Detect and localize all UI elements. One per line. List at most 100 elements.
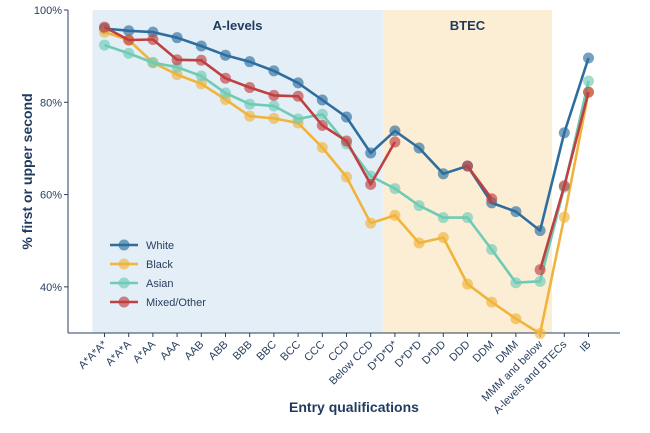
data-point-asian xyxy=(244,98,256,110)
data-point-mixed-other xyxy=(292,90,304,102)
series-mixed-other xyxy=(99,21,594,276)
data-point-white xyxy=(534,225,546,237)
legend-label-black: Black xyxy=(146,259,173,271)
x-tick-label: AAB xyxy=(182,339,206,363)
data-point-asian xyxy=(147,57,159,69)
data-point-white xyxy=(220,49,231,61)
data-point-asian xyxy=(413,200,425,212)
data-point-asian xyxy=(220,87,231,99)
x-tick-label: D*D*D xyxy=(393,339,424,370)
x-tick-label: ABB xyxy=(207,339,231,363)
data-point-mixed-other xyxy=(389,136,401,148)
data-point-mixed-other xyxy=(147,34,159,46)
data-point-black xyxy=(486,296,498,308)
legend-marker-asian xyxy=(118,277,130,289)
data-point-white xyxy=(389,125,401,137)
legend-marker-white xyxy=(118,239,130,251)
y-tick-label: 60% xyxy=(40,190,62,202)
data-point-asian xyxy=(462,212,473,224)
x-tick-label: D*DD xyxy=(420,339,448,367)
data-point-mixed-other xyxy=(99,21,110,33)
data-point-white xyxy=(583,52,594,64)
data-point-mixed-other xyxy=(558,180,570,192)
data-point-mixed-other xyxy=(341,135,352,147)
data-point-black xyxy=(244,110,256,122)
data-point-asian xyxy=(316,108,328,120)
data-point-black xyxy=(365,217,377,229)
legend-label-asian: Asian xyxy=(146,278,174,290)
data-point-mixed-other xyxy=(534,264,546,276)
data-point-white xyxy=(341,111,352,123)
data-point-white xyxy=(316,94,328,106)
y-tick-label: 100% xyxy=(34,5,62,17)
data-point-black xyxy=(534,327,546,339)
data-point-mixed-other xyxy=(244,82,256,94)
data-point-asian xyxy=(486,243,498,255)
data-point-mixed-other xyxy=(462,160,473,172)
data-point-mixed-other xyxy=(583,86,594,98)
data-point-white xyxy=(244,56,256,68)
data-point-mixed-other xyxy=(220,72,231,84)
data-point-asian xyxy=(534,275,546,287)
series-line-mixed-other xyxy=(466,165,493,200)
region-a-levels-band xyxy=(92,10,383,333)
data-point-black xyxy=(195,78,207,90)
y-tick-label: 40% xyxy=(40,282,62,294)
legend-label-mixed-other: Mixed/Other xyxy=(146,297,206,309)
x-tick-label: A*A*A* xyxy=(76,338,110,372)
data-point-white xyxy=(413,142,425,154)
data-point-white xyxy=(365,147,377,159)
x-tick-label: CCC xyxy=(302,339,327,364)
data-point-black xyxy=(268,112,280,124)
data-point-black xyxy=(558,211,570,223)
legend-label-white: White xyxy=(146,240,174,252)
data-point-asian xyxy=(389,183,401,195)
data-point-white xyxy=(123,25,135,37)
x-tick-label: A*AA xyxy=(131,338,159,366)
data-point-asian xyxy=(292,113,304,125)
data-point-black xyxy=(413,237,425,249)
x-tick-label: DDM xyxy=(471,339,497,365)
data-point-white xyxy=(195,40,207,52)
data-point-white xyxy=(437,168,449,180)
x-tick-label: BBC xyxy=(255,339,280,364)
data-point-white xyxy=(558,127,570,139)
data-point-mixed-other xyxy=(316,119,328,131)
data-point-black xyxy=(389,209,401,221)
data-point-black xyxy=(341,171,352,183)
data-point-mixed-other xyxy=(268,89,280,101)
data-point-white xyxy=(171,32,183,44)
x-tick-label: BCC xyxy=(278,339,303,364)
data-point-asian xyxy=(99,39,110,51)
x-tick-label: IB xyxy=(578,339,594,355)
data-point-black xyxy=(316,142,328,154)
x-tick-label: BBB xyxy=(231,339,255,363)
data-point-black xyxy=(510,313,522,325)
y-axis-title: % first or upper second xyxy=(19,93,35,249)
data-point-white xyxy=(292,77,304,89)
y-tick-label: 80% xyxy=(40,97,62,109)
x-axis-title: Entry qualifications xyxy=(289,399,419,415)
data-point-black xyxy=(462,278,473,290)
x-tick-label: DDD xyxy=(447,339,472,364)
region-btec-label: BTEC xyxy=(450,18,486,33)
data-point-mixed-other xyxy=(365,178,377,190)
data-point-black xyxy=(437,231,449,243)
series-white xyxy=(99,22,594,237)
data-point-mixed-other xyxy=(195,54,207,66)
data-point-white xyxy=(510,206,522,218)
data-point-mixed-other xyxy=(486,193,498,205)
data-point-mixed-other xyxy=(171,54,183,66)
data-point-asian xyxy=(583,75,594,87)
data-point-asian xyxy=(437,212,449,224)
data-point-asian xyxy=(123,47,135,59)
data-point-asian xyxy=(195,70,207,82)
x-tick-label: AAA xyxy=(158,338,183,363)
data-point-asian xyxy=(510,277,522,289)
data-point-asian xyxy=(268,100,280,112)
legend-marker-black xyxy=(118,258,130,270)
region-a-levels-label: A-levels xyxy=(213,18,263,33)
data-point-white xyxy=(268,65,280,77)
legend-marker-mixed-other xyxy=(118,296,130,308)
